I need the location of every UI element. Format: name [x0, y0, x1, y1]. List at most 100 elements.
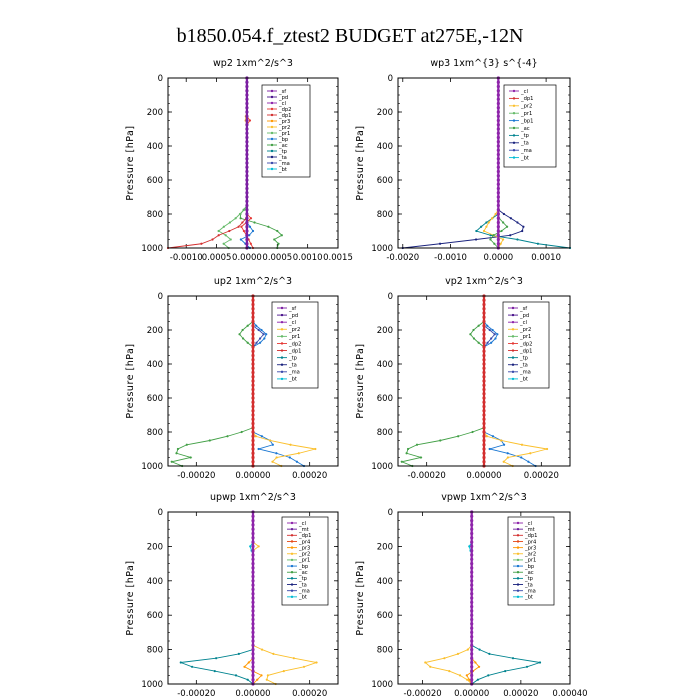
- series-point-pr1: [217, 229, 220, 233]
- x-tick-label: 0.00020: [292, 689, 327, 699]
- legend-entry: _sf: [519, 306, 527, 312]
- series-point-cl: [470, 562, 474, 566]
- legend: _cl_dp1 _pr2_pr1_bp1 _ac_tp _ta_ma_bt: [503, 84, 557, 168]
- series-point-cl: [496, 131, 500, 135]
- legend-marker: [280, 377, 284, 381]
- legend-entry: _tp: [524, 576, 534, 582]
- series-point-cl: [470, 639, 474, 643]
- series-point-bt: [249, 545, 252, 548]
- y-tick-label: 600: [147, 394, 163, 404]
- series-point-pr2: [502, 460, 505, 463]
- series-point-cl: [496, 178, 500, 182]
- series-point-cl: [496, 208, 500, 212]
- series-point-ma: [490, 337, 493, 340]
- series-point-ac: [492, 234, 495, 237]
- series-point-dp1: [251, 438, 255, 443]
- series-point-cl: [470, 626, 474, 630]
- series-point-ac: [415, 443, 419, 446]
- legend-marker: [516, 583, 520, 586]
- series-point-bp: [265, 333, 268, 336]
- legend-entry: _dp1: [278, 113, 291, 119]
- series-point-ac: [176, 447, 180, 451]
- series-point-ac: [170, 460, 173, 463]
- series-point-dp1: [251, 366, 255, 370]
- series-point-tp: [179, 661, 182, 664]
- legend-marker: [516, 540, 520, 543]
- panel-4: vp2 1xm^2/s^3 Pressure [hPa] 0 200 400 600 800…: [355, 276, 571, 481]
- legend-marker: [511, 335, 515, 338]
- legend-entry: _dp2: [278, 107, 291, 113]
- y-axis-label: Pressure [hPa]: [125, 343, 136, 418]
- series-point-cl: [496, 97, 500, 101]
- series-point-cl: [470, 605, 474, 609]
- legend-marker: [511, 349, 515, 352]
- series-point-pr2: [260, 648, 264, 651]
- legend-marker: [511, 356, 515, 359]
- legend-entry: _ta: [278, 155, 287, 161]
- series-point-cl: [470, 600, 474, 604]
- series-point-ac: [502, 221, 505, 224]
- series-point-dp2: [242, 229, 245, 233]
- legend-entry: _pr3: [524, 545, 536, 551]
- series-point-tp: [485, 221, 488, 224]
- legend-marker: [512, 119, 516, 122]
- series-point-cl: [470, 519, 474, 523]
- series-point-sf: [245, 208, 249, 212]
- series-point-ac: [469, 333, 472, 336]
- series-point-dp2: [248, 119, 252, 122]
- series-point-dp2: [240, 225, 243, 228]
- series-point-dp1: [482, 307, 486, 311]
- series-point-bp: [502, 443, 506, 446]
- x-tick-label: 0.0010: [531, 253, 561, 263]
- legend: _sf_pd_cl_pr2_pr1_dp2_dp1_tp _ta_ma_bt: [502, 301, 550, 389]
- legend-entry: _ac: [524, 570, 534, 576]
- legend-entry: _pr4: [298, 539, 311, 545]
- series-point-ac: [189, 456, 192, 459]
- series-point-sf: [245, 140, 249, 144]
- legend-marker: [280, 335, 284, 338]
- y-tick-label: 400: [147, 577, 163, 587]
- series-point-cl: [496, 229, 500, 233]
- legend-marker: [512, 104, 516, 108]
- series-point-cl: [470, 609, 474, 613]
- legend-marker: [280, 356, 284, 359]
- series-point-cl: [251, 540, 255, 544]
- series-point-bp: [486, 324, 489, 327]
- series-point-cl: [496, 123, 500, 127]
- series-point-cl: [251, 531, 255, 536]
- series-point-dp1: [482, 409, 486, 413]
- series-point-dp1: [251, 383, 255, 387]
- legend-marker: [270, 131, 274, 135]
- series-point-pr2: [272, 652, 275, 656]
- series-point-tp: [525, 665, 529, 668]
- series-point-cl: [496, 140, 500, 144]
- y-tick-label: 0: [158, 292, 163, 302]
- legend-entry: _ta: [520, 141, 529, 147]
- series-point-dp1: [482, 392, 486, 396]
- series-point-bp: [260, 435, 263, 438]
- series-point-cl: [496, 89, 500, 93]
- legend-entry: _bt: [524, 595, 533, 601]
- y-axis-label: Pressure [hPa]: [355, 125, 366, 200]
- series-point-sf: [245, 152, 249, 157]
- y-tick-label: 1000: [371, 462, 393, 472]
- legend-entry: _bp: [278, 137, 289, 143]
- series-point-cl: [470, 617, 474, 622]
- plot-frame: [397, 511, 571, 685]
- series-point-ac: [500, 229, 503, 233]
- series-point-ac: [405, 452, 408, 455]
- series-point-cl: [470, 635, 474, 639]
- legend-marker: [270, 125, 274, 129]
- series-point-ac: [241, 328, 244, 332]
- legend-entry: _ar2: [524, 552, 536, 558]
- legend-marker: [516, 521, 520, 525]
- y-tick-label: 600: [377, 611, 393, 621]
- series-point-dp1: [251, 375, 255, 379]
- series-point-dp1: [251, 434, 255, 438]
- legend-entry: _cl: [524, 521, 532, 527]
- series-point-pr2: [502, 238, 505, 241]
- series-point-cl: [251, 570, 255, 574]
- legend-marker: [511, 313, 515, 317]
- series-point-dp1: [251, 455, 255, 460]
- series-point-ma: [258, 337, 262, 340]
